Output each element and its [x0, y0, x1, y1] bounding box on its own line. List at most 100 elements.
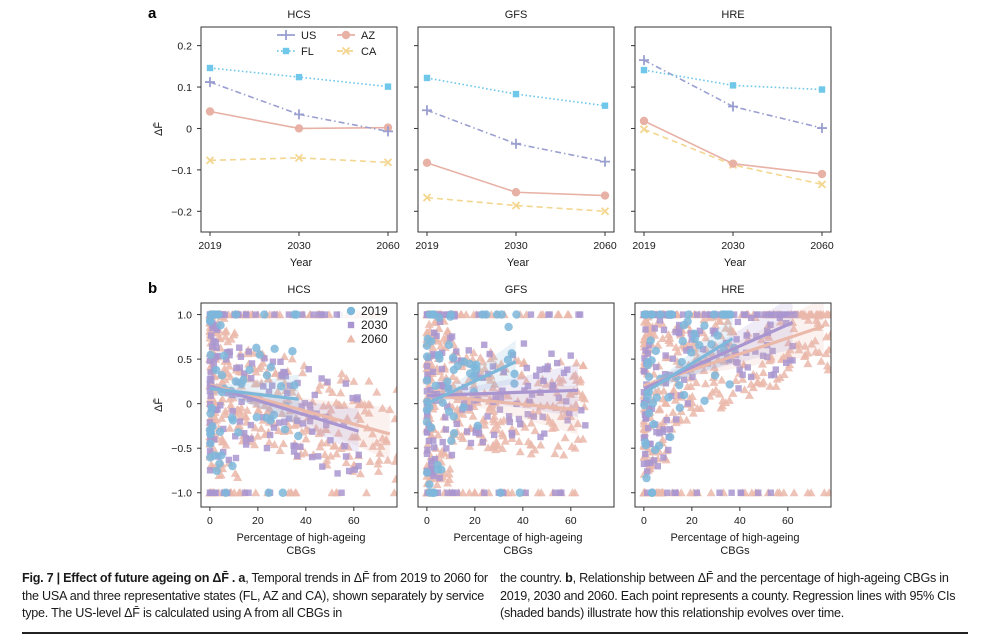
x-tick-label: 0	[207, 515, 213, 527]
plot-frame	[417, 302, 615, 508]
scatter-point-2060	[315, 380, 325, 389]
scatter-point-2060	[709, 362, 719, 371]
caption-right-lead: the country.	[500, 571, 566, 585]
scatter-point-2060	[468, 411, 478, 420]
scatter-point-2030	[208, 343, 216, 350]
scatter-point-2060	[571, 358, 581, 367]
scatter-point-2030	[285, 311, 293, 318]
x-tick-label: 20	[469, 515, 481, 527]
scatter-point-2030	[206, 387, 214, 395]
scatter-point-2030	[575, 311, 582, 318]
scatter-point-2030	[662, 352, 669, 359]
scatter-point-2019	[449, 412, 458, 421]
scatter-point-2030	[431, 455, 439, 463]
scatter-point-2060	[480, 364, 490, 373]
scatter-point-2030	[527, 311, 535, 318]
scatter-point-2060	[376, 441, 386, 450]
panel-label-b: b	[148, 280, 157, 297]
scatter-point-2030	[741, 311, 749, 318]
scatter-point-2030	[489, 363, 497, 370]
scatter-point-2030	[732, 358, 740, 366]
data-point-ca	[600, 207, 610, 216]
scatter-point-2030	[759, 352, 767, 359]
scatter-point-2030	[319, 463, 326, 470]
scatter-point-2060	[256, 423, 266, 432]
scatter-point-2019	[215, 459, 224, 468]
legend-marker-fl	[282, 47, 290, 55]
scatter-point-2019	[252, 413, 261, 422]
scatter-point-2060	[785, 360, 795, 369]
scatter-point-2060	[515, 447, 525, 456]
scatter-point-2019	[648, 399, 657, 408]
scatter-point-2019	[206, 428, 216, 438]
scatter-point-2060	[332, 449, 342, 458]
scatter-point-2060	[580, 394, 590, 403]
scatter-point-2030	[479, 438, 487, 446]
scatter-point-2030	[338, 489, 345, 496]
scatter-point-2060	[775, 373, 785, 382]
scatter-point-2060	[779, 488, 789, 497]
data-point-fl	[729, 82, 737, 89]
data-point-us	[294, 109, 304, 120]
scatter-point-2019	[677, 357, 686, 367]
data-point-ca	[817, 180, 827, 189]
scatter-point-2030	[666, 426, 674, 433]
scatter-point-2030	[294, 417, 301, 424]
scatter-point-2019	[207, 403, 216, 413]
scatter-point-2030	[752, 348, 759, 355]
scatter-point-2030	[439, 311, 446, 318]
scatter-point-2030	[560, 369, 568, 377]
y-tick-label: −0.2	[171, 206, 192, 218]
scatter-point-2030	[699, 345, 707, 353]
scatter-point-2060	[220, 409, 230, 418]
subplot-title: GFS	[505, 284, 528, 296]
scatter-point-2060	[710, 320, 720, 329]
scatter-point-2030	[789, 342, 796, 350]
scatter-point-2060	[217, 377, 227, 386]
x-tick-label: 0	[641, 515, 647, 527]
data-point-us	[511, 138, 521, 149]
scatter-point-2060	[721, 323, 731, 332]
scatter-point-2019	[707, 340, 716, 349]
data-point-us	[639, 55, 649, 66]
scatter-point-2030	[220, 425, 227, 433]
scatter-point-2030	[252, 311, 259, 318]
scatter-point-2060	[571, 400, 581, 409]
scatter-point-2030	[430, 444, 438, 451]
scatter-point-2060	[488, 425, 498, 434]
ci-band-2019	[426, 340, 516, 409]
x-axis-label: Year	[724, 257, 747, 269]
legend-label-fl: FL	[301, 46, 314, 58]
data-point-fl	[423, 74, 431, 82]
scatter-point-2060	[520, 422, 530, 431]
scatter-point-2060	[327, 387, 337, 396]
scatter-point-2030	[644, 489, 651, 496]
ci-band-2030	[426, 363, 579, 418]
scatter-point-2060	[229, 488, 239, 497]
scatter-point-2030	[523, 364, 531, 372]
scatter-point-2060	[301, 434, 311, 443]
scatter-point-2060	[490, 379, 500, 388]
scatter-point-2030	[236, 344, 243, 351]
scatter-point-2030	[206, 357, 214, 365]
data-point-us	[817, 123, 827, 134]
scatter-point-2030	[701, 311, 708, 318]
legend-marker-az	[341, 30, 351, 40]
scatter-point-2060	[491, 445, 501, 454]
scatter-point-2060	[478, 357, 488, 366]
scatter-point-2060	[390, 414, 397, 423]
scatter-point-2019	[255, 350, 264, 359]
scatter-point-2060	[811, 315, 821, 324]
scatter-point-2030	[430, 472, 437, 480]
scatter-point-2030	[423, 412, 431, 419]
scatter-point-2060	[688, 408, 698, 417]
scatter-point-2019	[719, 310, 729, 319]
scatter-point-2060	[223, 337, 233, 346]
scatter-point-2060	[375, 448, 385, 457]
scatter-point-2060	[821, 332, 831, 341]
bottom-rule	[22, 632, 968, 634]
y-tick-label: 0.1	[177, 82, 192, 94]
scatter-point-2060	[673, 347, 683, 356]
scatter-point-2030	[669, 355, 677, 362]
